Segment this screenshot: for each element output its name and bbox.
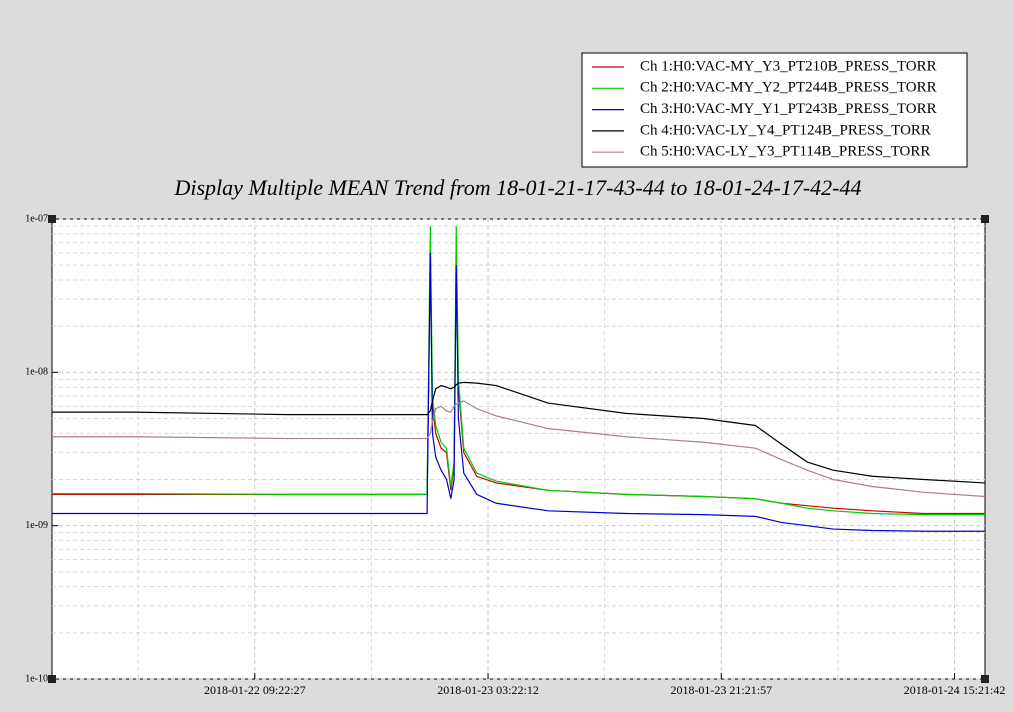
chart-title: Display Multiple MEAN Trend from 18-01-2… [173,175,861,200]
y-tick-label: 1e-09 [25,520,48,531]
corner-marker [48,215,56,223]
series-line [52,400,986,498]
legend-label: Ch 3:H0:VAC-MY_Y1_PT243B_PRESS_TORR [640,101,937,117]
series-line [52,253,985,532]
y-tick-label: 1e-07 [25,213,48,224]
y-tick-label: 1e-08 [25,367,48,378]
plot-area [51,218,986,680]
legend-label: Ch 4:H0:VAC-LY_Y4_PT124B_PRESS_TORR [640,122,931,138]
x-tick-label: 2018-01-24 15:21:42 [904,683,1006,697]
series-line [52,381,986,484]
y-tick-label: 1e-10 [25,673,48,684]
corner-marker [48,675,56,683]
x-tick-label: 2018-01-23 21:21:57 [670,683,772,697]
legend-label: Ch 5:H0:VAC-LY_Y3_PT114B_PRESS_TORR [640,144,930,160]
corner-marker [981,215,989,223]
legend-label: Ch 1:H0:VAC-MY_Y3_PT210B_PRESS_TORR [640,58,937,74]
legend-label: Ch 2:H0:VAC-MY_Y2_PT244B_PRESS_TORR [640,80,937,96]
x-tick-label: 2018-01-23 03:22:12 [437,683,539,697]
legend-box [581,52,968,168]
corner-marker [981,675,989,683]
x-tick-label: 2018-01-22 09:22:27 [204,683,306,697]
